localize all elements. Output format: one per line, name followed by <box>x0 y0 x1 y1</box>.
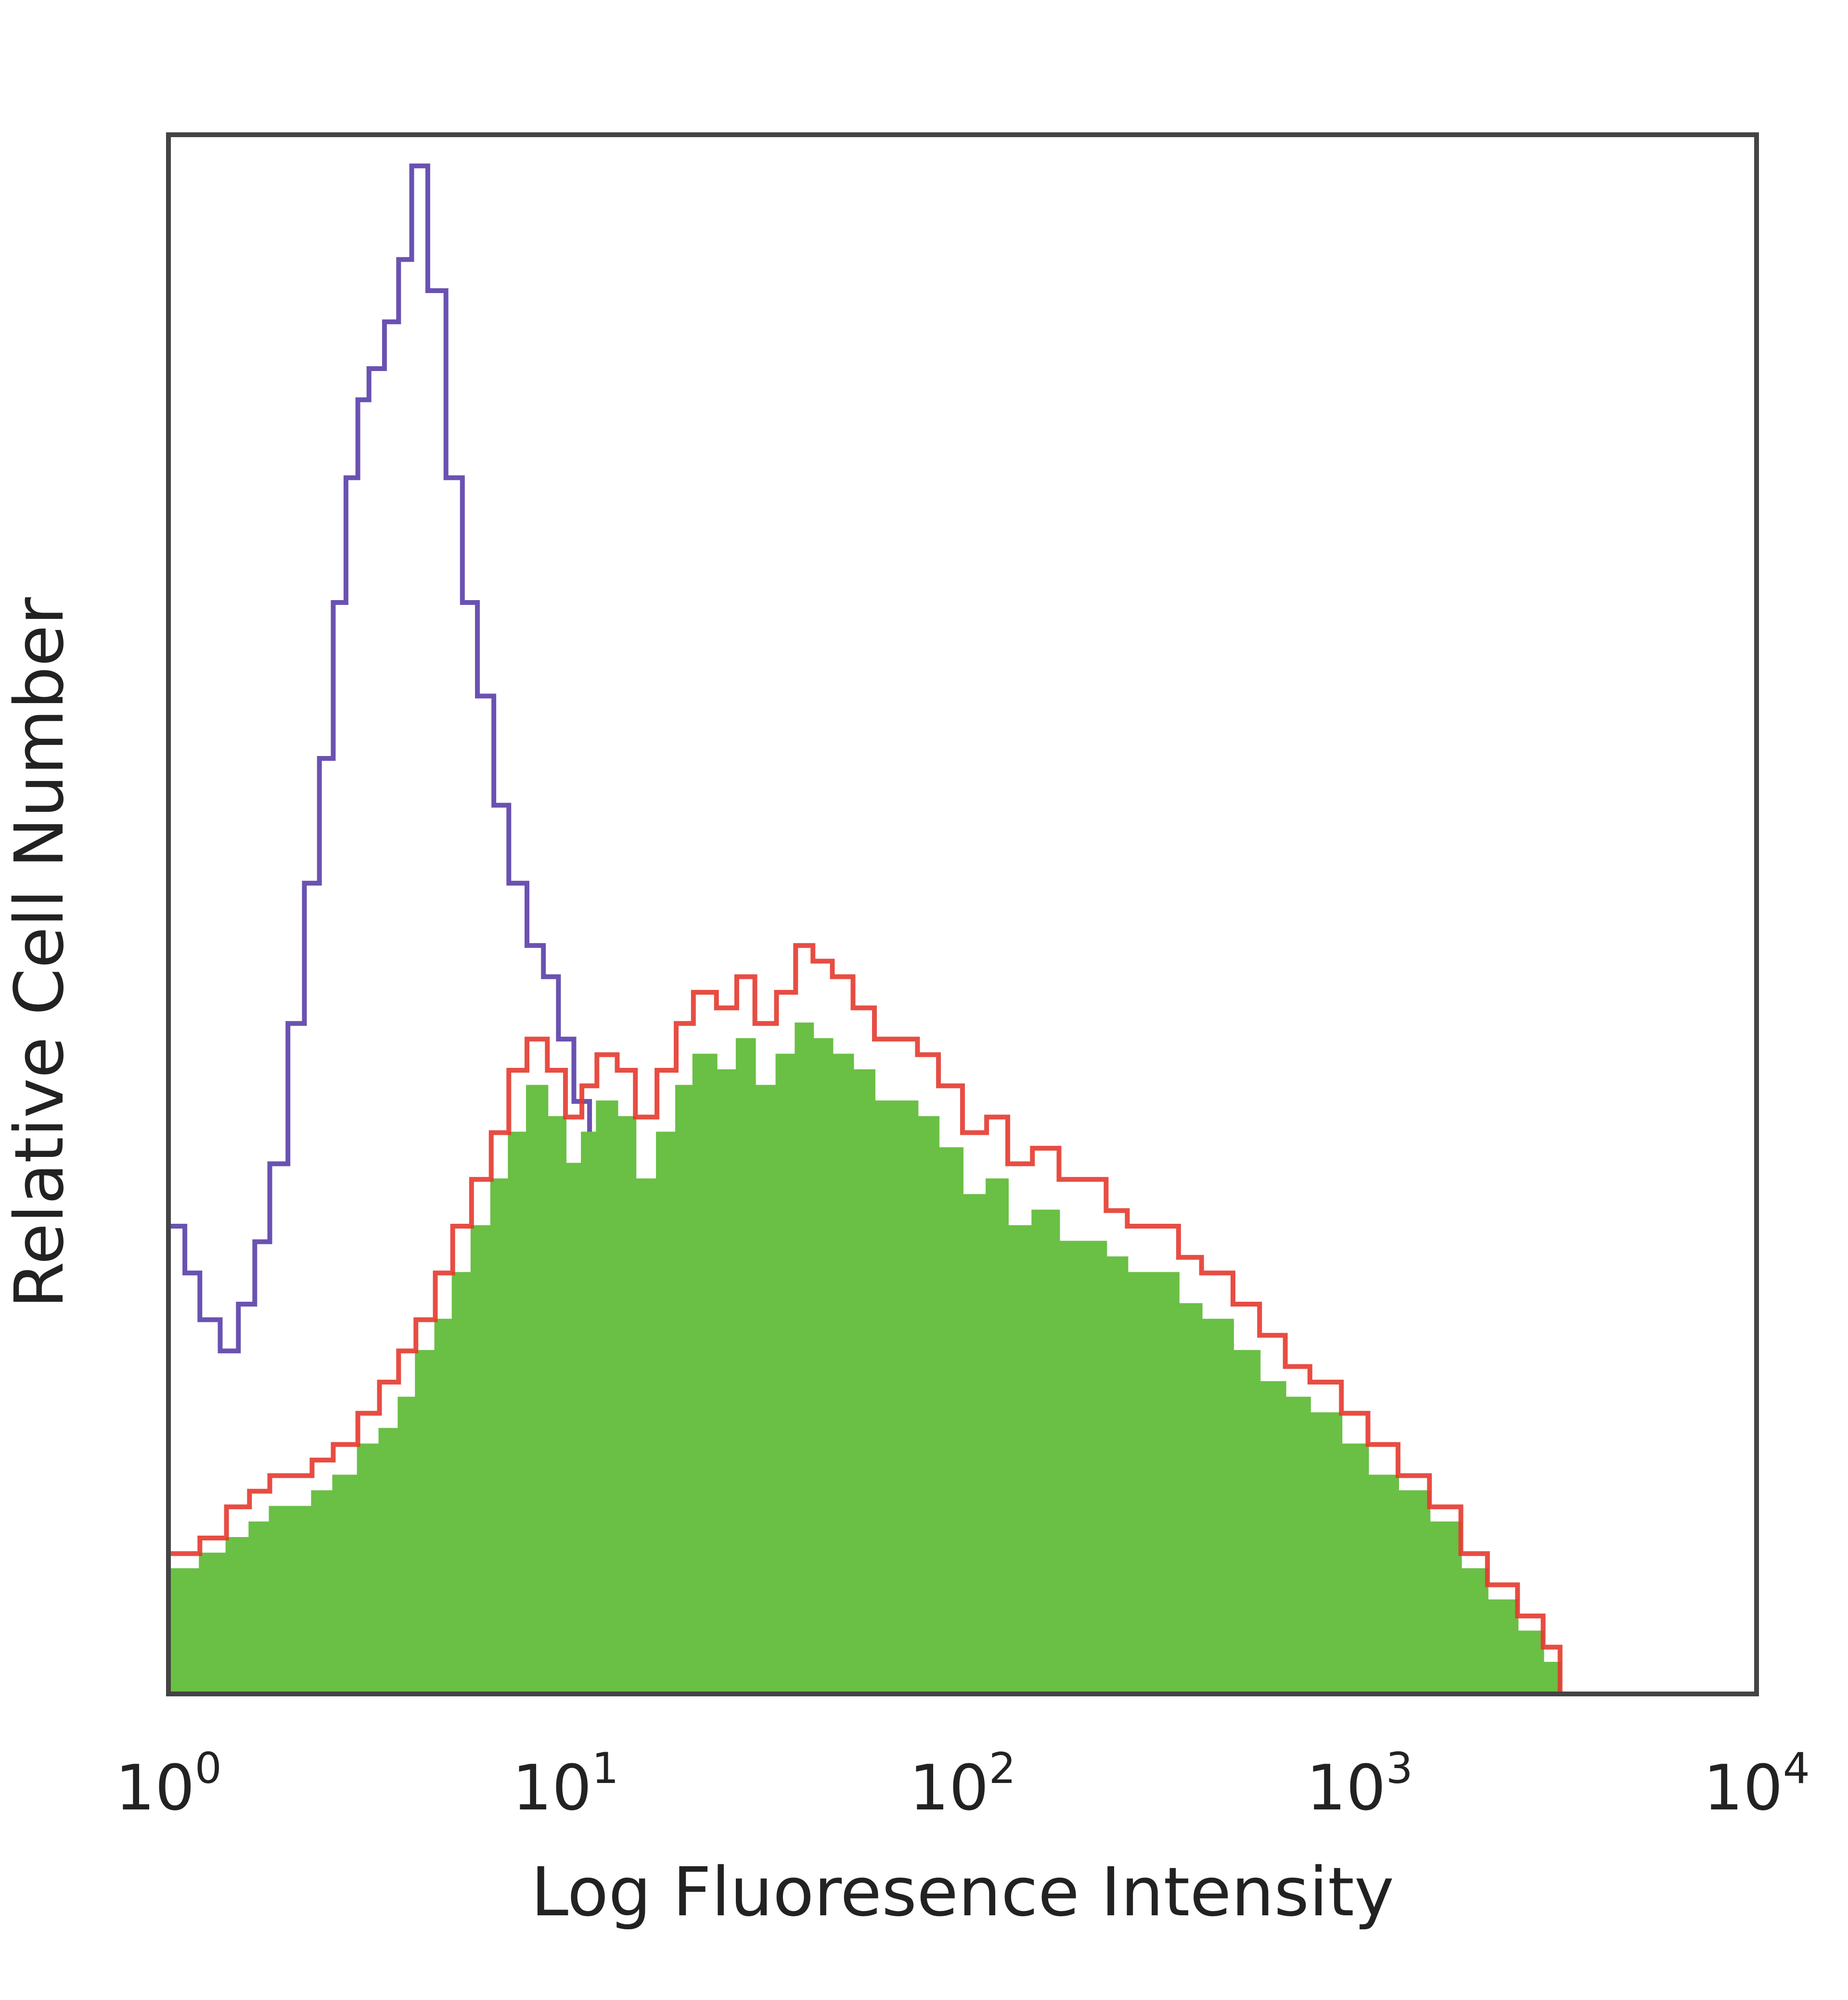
x-tick-label-3: 103 <box>1306 1744 1412 1824</box>
x-tick-label-1: 101 <box>512 1744 618 1824</box>
x-axis-label: Log Fluoresence Intensity <box>531 1853 1394 1932</box>
histogram-outline-series-2 <box>166 943 1563 1694</box>
plot-frame <box>166 132 1759 1696</box>
plot-area <box>166 163 1563 1696</box>
x-tick-label-2: 102 <box>909 1744 1015 1824</box>
y-axis-label: Relative Cell Number <box>0 597 79 1308</box>
x-axis-ticks: 100 101 102 103 104 <box>115 1744 1810 1824</box>
histogram-filled-series <box>167 1022 1561 1694</box>
x-tick-label-0: 100 <box>115 1744 221 1824</box>
x-tick-label-4: 104 <box>1703 1744 1810 1824</box>
